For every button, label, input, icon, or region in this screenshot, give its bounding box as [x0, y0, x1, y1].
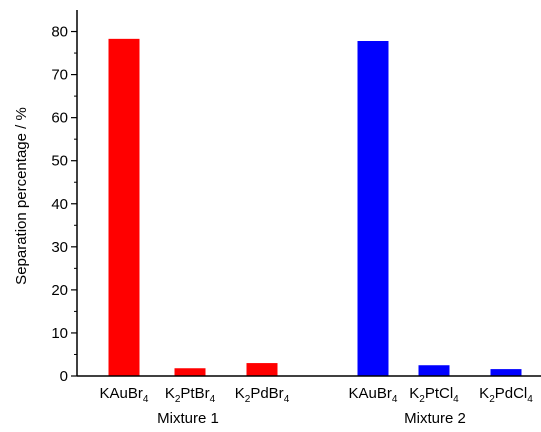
group-label: Mixture 2 — [404, 410, 466, 427]
category-label: K2PdBr4 — [235, 385, 290, 405]
group-label: Mixture 1 — [157, 410, 219, 427]
bar-2-2 — [418, 365, 450, 376]
bar-1-3 — [246, 363, 278, 376]
plot-area: 0 10 20 30 40 50 60 70 80 KAuBr4 K2PtBr4 K2PdBr4 Mix… — [51, 10, 541, 427]
category-label: KAuBr4 — [100, 385, 149, 405]
category-label: KAuBr4 — [349, 385, 398, 405]
bar-2-3 — [490, 369, 522, 376]
y-tick-label: 0 — [60, 368, 68, 385]
y-tick-label: 20 — [51, 282, 68, 299]
category-label: K2PdCl4 — [479, 385, 533, 405]
y-tick-label: 70 — [51, 67, 68, 84]
category-label: K2PtCl4 — [409, 385, 459, 405]
bar-1-1 — [108, 38, 140, 376]
bar-2-1 — [357, 41, 389, 377]
y-tick-label: 40 — [51, 196, 68, 213]
y-tick-label: 50 — [51, 153, 68, 170]
y-tick-label: 60 — [51, 110, 68, 127]
y-tick-label: 80 — [51, 24, 68, 41]
bar-1-2 — [174, 368, 206, 376]
category-label: K2PtBr4 — [165, 385, 216, 405]
y-axis-title: Separation percentage / % — [13, 107, 30, 285]
y-tick-label: 30 — [51, 239, 68, 256]
y-tick-label: 10 — [51, 325, 68, 342]
